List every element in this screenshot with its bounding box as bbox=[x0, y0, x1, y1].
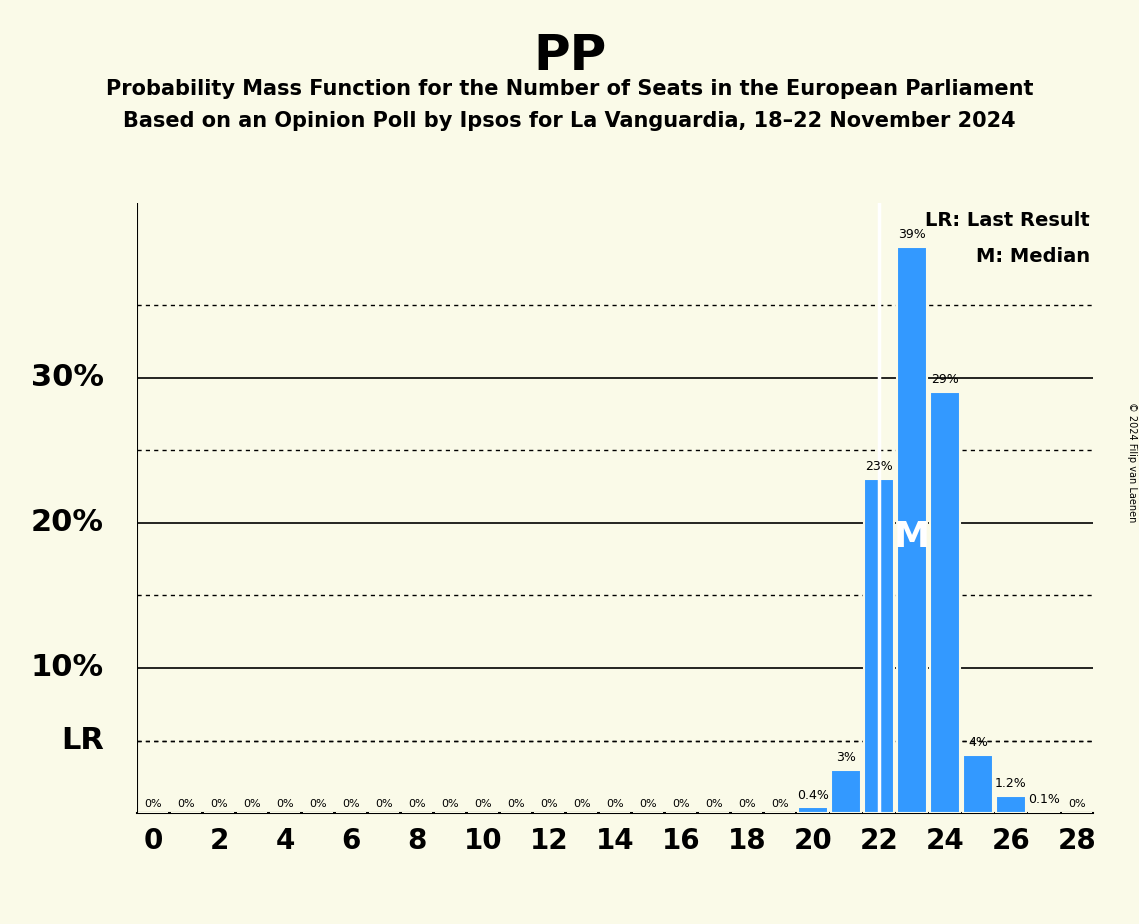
Text: 0%: 0% bbox=[145, 798, 162, 808]
Text: 0%: 0% bbox=[738, 798, 756, 808]
Text: 0%: 0% bbox=[606, 798, 624, 808]
Text: 30%: 30% bbox=[31, 363, 104, 392]
Text: 0%: 0% bbox=[441, 798, 459, 808]
Text: 4%: 4% bbox=[968, 736, 988, 749]
Text: 0%: 0% bbox=[310, 798, 327, 808]
Text: 0%: 0% bbox=[343, 798, 360, 808]
Text: 0%: 0% bbox=[540, 798, 558, 808]
Text: 0%: 0% bbox=[474, 798, 492, 808]
Text: 10%: 10% bbox=[31, 653, 104, 683]
Bar bbox=[898, 247, 927, 813]
Text: 0.4%: 0.4% bbox=[797, 788, 829, 801]
Text: 0%: 0% bbox=[376, 798, 393, 808]
Text: PP: PP bbox=[533, 32, 606, 80]
Text: 1.2%: 1.2% bbox=[995, 777, 1027, 790]
Text: LR: LR bbox=[60, 726, 104, 755]
Text: M: M bbox=[894, 520, 929, 554]
Bar bbox=[865, 480, 894, 813]
Text: 0.1%: 0.1% bbox=[1029, 793, 1060, 806]
Bar bbox=[997, 796, 1026, 813]
Text: 0%: 0% bbox=[771, 798, 789, 808]
Text: 0%: 0% bbox=[507, 798, 525, 808]
Bar bbox=[1030, 811, 1059, 813]
Text: 23%: 23% bbox=[866, 460, 893, 473]
Text: 3%: 3% bbox=[836, 751, 855, 764]
Text: Probability Mass Function for the Number of Seats in the European Parliament: Probability Mass Function for the Number… bbox=[106, 79, 1033, 99]
Bar bbox=[798, 808, 828, 813]
Text: 0%: 0% bbox=[1068, 798, 1085, 808]
Text: 39%: 39% bbox=[899, 228, 926, 241]
Text: Based on an Opinion Poll by Ipsos for La Vanguardia, 18–22 November 2024: Based on an Opinion Poll by Ipsos for La… bbox=[123, 111, 1016, 131]
Text: 0%: 0% bbox=[211, 798, 228, 808]
Text: 29%: 29% bbox=[931, 373, 959, 386]
Bar bbox=[964, 755, 993, 813]
Bar bbox=[931, 392, 960, 813]
Text: M: Median: M: Median bbox=[976, 247, 1090, 266]
Text: 0%: 0% bbox=[244, 798, 261, 808]
Text: 0%: 0% bbox=[178, 798, 195, 808]
Text: 20%: 20% bbox=[31, 508, 104, 537]
Text: 0%: 0% bbox=[408, 798, 426, 808]
Text: 0%: 0% bbox=[277, 798, 294, 808]
Bar bbox=[831, 770, 861, 813]
Text: LR: Last Result: LR: Last Result bbox=[925, 211, 1090, 229]
Text: 0%: 0% bbox=[672, 798, 690, 808]
Text: 0%: 0% bbox=[573, 798, 591, 808]
Text: © 2024 Filip van Laenen: © 2024 Filip van Laenen bbox=[1126, 402, 1137, 522]
Text: 0%: 0% bbox=[705, 798, 723, 808]
Text: 0%: 0% bbox=[639, 798, 657, 808]
